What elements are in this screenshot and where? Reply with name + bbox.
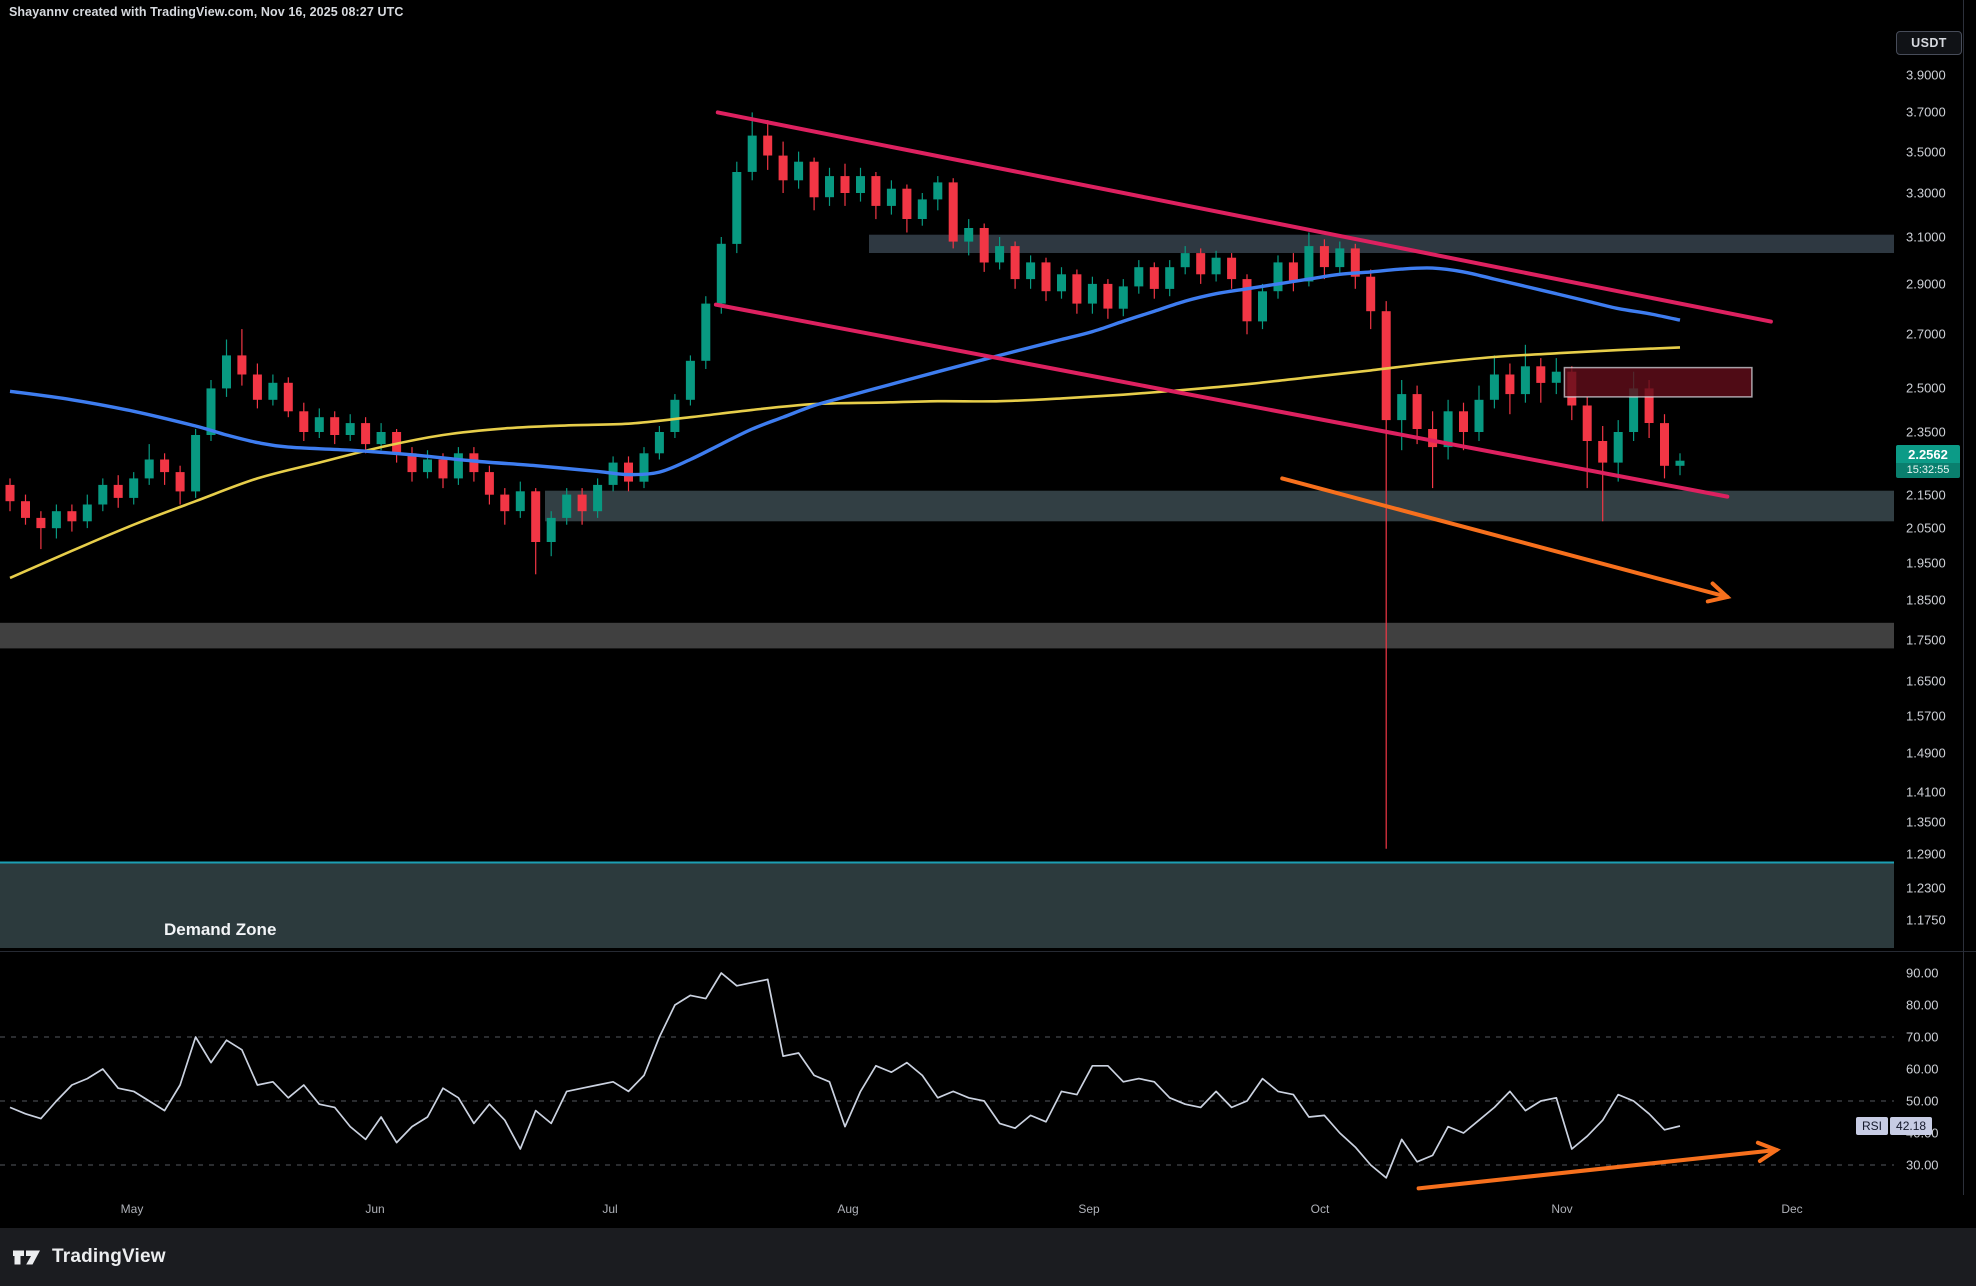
candle-wicks <box>9 112 1681 849</box>
price-tick-label: 3.7000 <box>1906 104 1946 120</box>
rsi-last-value-chip: 42.18 <box>1890 1117 1933 1135</box>
price-tick-label: 3.9000 <box>1906 67 1946 83</box>
month-label-jul: Jul <box>602 1202 618 1216</box>
price-tick-label: 2.1500 <box>1906 487 1946 503</box>
price-tick-label: 1.9500 <box>1906 555 1946 571</box>
candle-bodies <box>5 135 1685 542</box>
price-tick-label: 1.4900 <box>1906 745 1946 761</box>
tradingview-logo[interactable]: TradingView <box>13 1246 166 1268</box>
rsi-tick-label: 30.00 <box>1906 1157 1939 1173</box>
price-tick-label: 1.2300 <box>1906 880 1946 896</box>
current-price-badge[interactable]: 2.2562 15:32:55 <box>1896 445 1960 478</box>
month-label-nov: Nov <box>1551 1202 1573 1216</box>
price-axis[interactable]: USDT 3.9000 3.7000 3.5000 3.3000 3.1000 2.900… <box>1856 0 1976 1195</box>
support-zone-1.75 <box>0 622 1894 649</box>
price-tick-label: 1.1750 <box>1906 912 1946 928</box>
pane-separator[interactable] <box>0 951 1976 952</box>
month-label-oct: Oct <box>1310 1202 1330 1216</box>
month-label-sep: Sep <box>1078 1202 1100 1216</box>
price-tick-label: 2.3500 <box>1906 424 1946 440</box>
rsi-tick-label: 50.00 <box>1906 1093 1939 1109</box>
tradingview-logo-icon <box>13 1250 40 1264</box>
rsi-label-chip: RSI <box>1856 1117 1889 1135</box>
attribution-text: Shayannv created with TradingView.com, N… <box>9 5 404 19</box>
arrow-annotation <box>1280 476 1732 604</box>
time-axis[interactable]: May Jun Jul Aug Sep Oct Nov Dec <box>0 1195 1976 1228</box>
support-zone-2.1 <box>545 490 1894 522</box>
price-tick-label: 1.6500 <box>1906 673 1946 689</box>
price-tick-label: 1.8500 <box>1906 592 1946 608</box>
price-tick-label: 1.3500 <box>1906 814 1946 830</box>
rsi-tick-label: 70.00 <box>1906 1029 1939 1045</box>
rsi-line <box>9 972 1681 1179</box>
price-tick-label: 2.5000 <box>1906 380 1946 396</box>
rsi-chart-canvas[interactable] <box>0 953 1894 1195</box>
price-tick-label: 2.9000 <box>1906 276 1946 292</box>
ma-yellow-line <box>9 346 1681 580</box>
descending-channel-upper[interactable] <box>715 110 1773 324</box>
rsi-tick-label: 80.00 <box>1906 997 1939 1013</box>
rsi-indicator-pane[interactable] <box>0 953 1894 1195</box>
rsi-tick-label: 90.00 <box>1906 965 1939 981</box>
month-label-dec: Dec <box>1781 1202 1803 1216</box>
price-tick-label: 3.1000 <box>1906 229 1946 245</box>
supply-zone-box[interactable] <box>1563 366 1753 398</box>
price-tick-label: 2.7000 <box>1906 326 1946 342</box>
bar-countdown-timer: 15:32:55 <box>1896 463 1960 478</box>
demand-zone-label: Demand Zone <box>164 920 277 939</box>
price-tick-label: 3.3000 <box>1906 185 1946 201</box>
ma-blue-line <box>9 266 1681 477</box>
tradingview-brand-text: TradingView <box>52 1246 166 1267</box>
descending-channel-lower[interactable] <box>713 302 1730 499</box>
month-label-jun: Jun <box>365 1202 385 1216</box>
price-tick-label: 3.5000 <box>1906 144 1946 160</box>
rsi-tick-label: 60.00 <box>1906 1061 1939 1077</box>
last-price-value: 2.2562 <box>1896 445 1960 463</box>
price-tick-label: 1.7500 <box>1906 632 1946 647</box>
price-tick-label: 2.0500 <box>1906 520 1946 536</box>
month-label-aug: Aug <box>837 1202 859 1216</box>
main-price-pane[interactable]: Demand Zone <box>0 0 1894 950</box>
footer-bar: TradingView <box>0 1228 1976 1286</box>
currency-toggle-button[interactable]: USDT <box>1896 31 1962 55</box>
rsi-value-badge: RSI 42.18 <box>1856 1117 1933 1135</box>
demand-zone <box>0 862 1894 948</box>
axis-right-border <box>1963 0 1964 1228</box>
price-tick-label: 1.4100 <box>1906 784 1946 800</box>
price-tick-label: 1.5700 <box>1906 708 1946 724</box>
price-tick-label: 1.2900 <box>1906 846 1946 862</box>
arrow-annotation <box>1416 1140 1781 1191</box>
candlestick-chart-canvas[interactable] <box>0 0 1894 950</box>
month-label-may: May <box>120 1202 144 1216</box>
